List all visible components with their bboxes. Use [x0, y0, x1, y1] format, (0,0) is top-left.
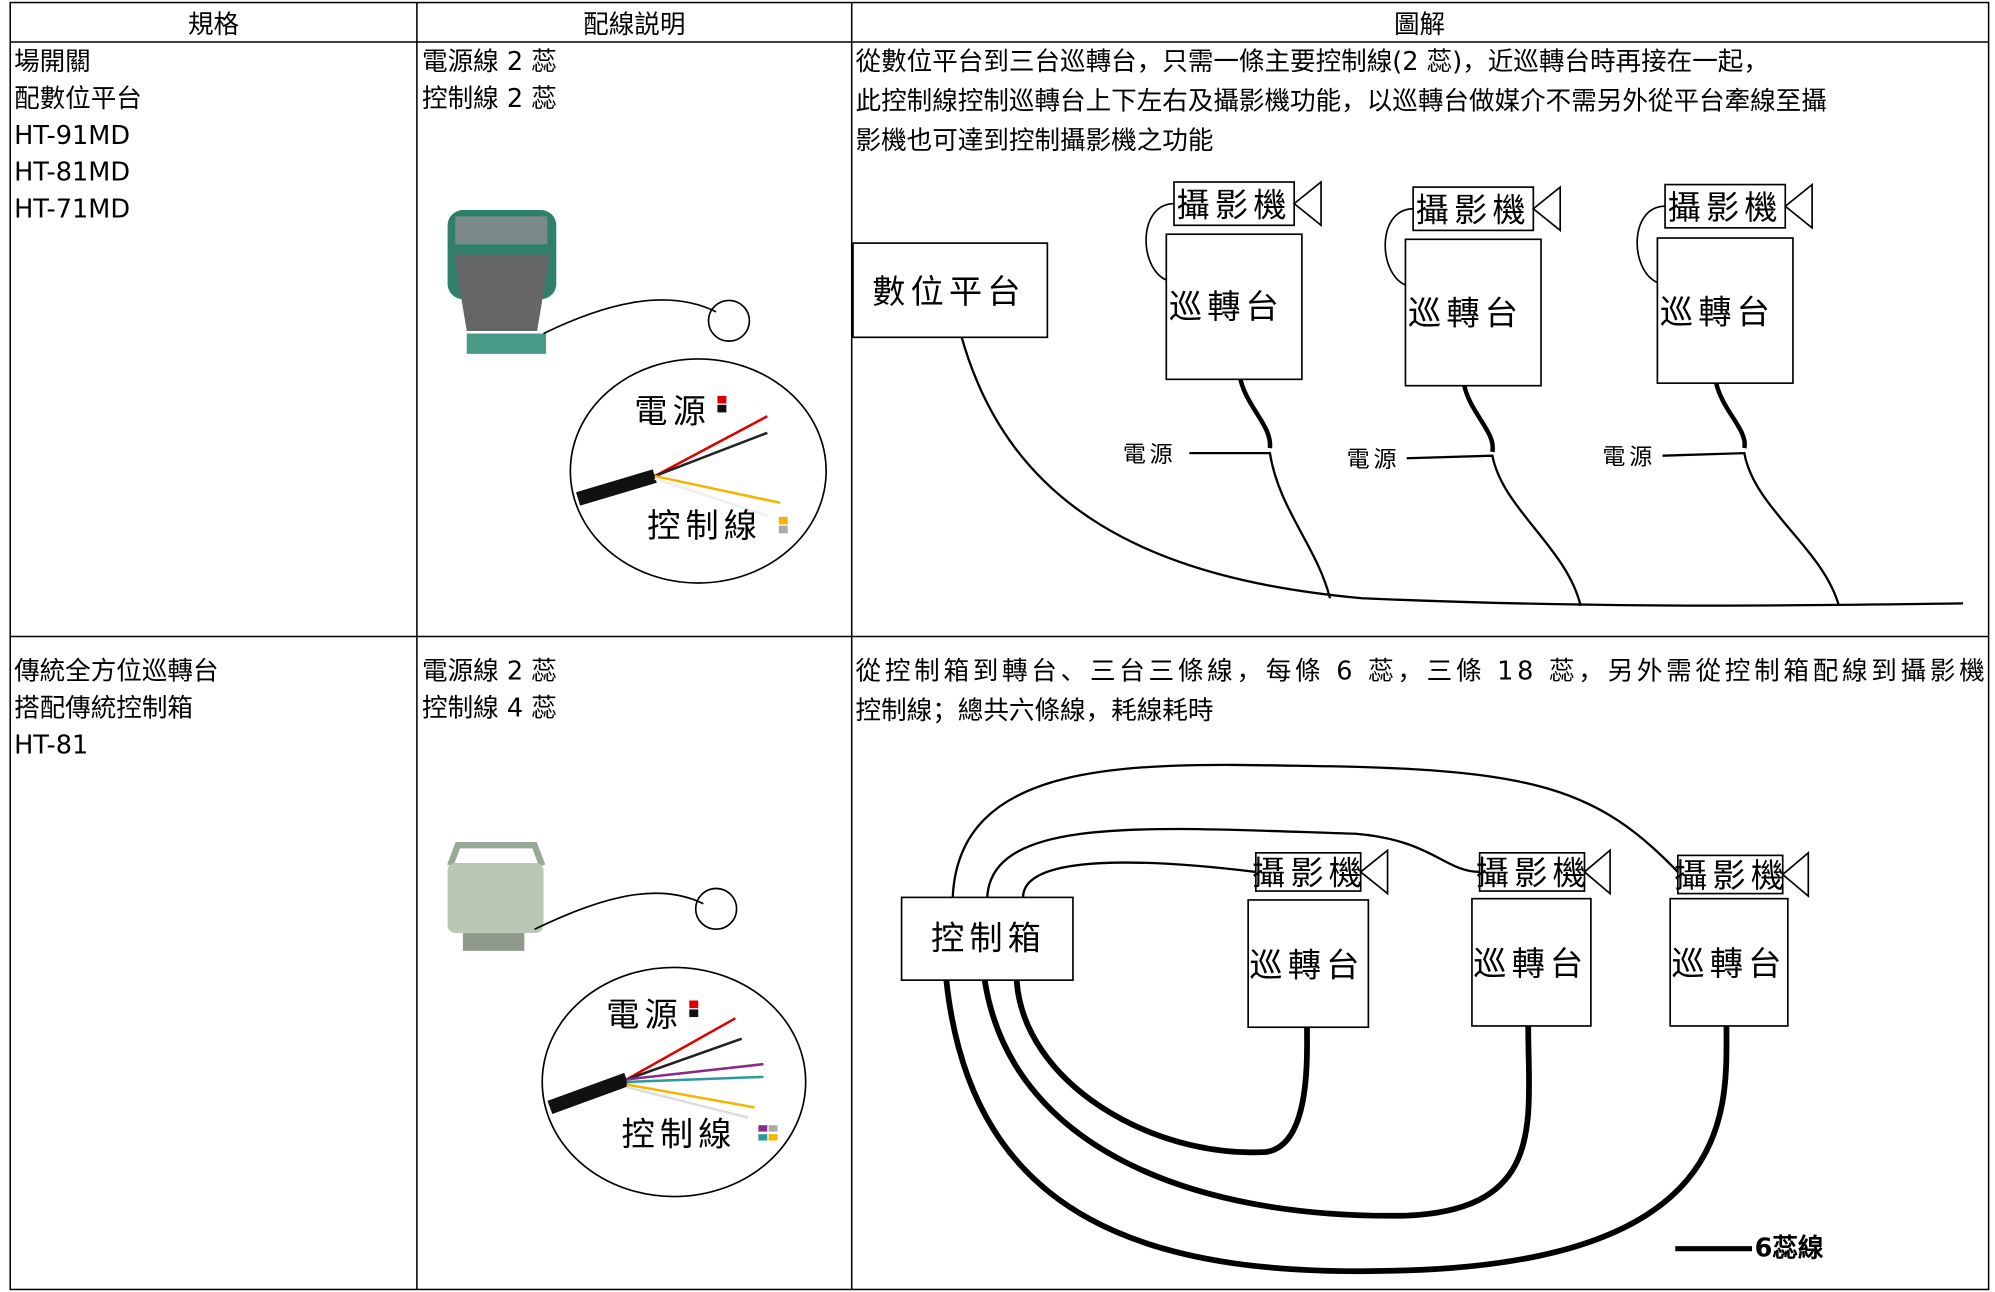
pan-tilt-label: 巡轉台	[1660, 292, 1775, 331]
camera-label: 攝影機	[1674, 856, 1789, 895]
power-label: 電源	[1347, 447, 1401, 473]
product-photo	[447, 842, 738, 951]
description-line: 此控制線控制巡轉台上下左右及攝影機功能，以巡轉台做媒介不需另外從平台牽線至攝	[856, 87, 1827, 117]
description-line: 控制線；總共六條線，耗線耗時	[856, 696, 1214, 726]
pan-tilt-label: 巡轉台	[1473, 944, 1588, 983]
description-line: 從控制箱到轉台、三台三條線，每條 6 蕊，三條 18 蕊，另外需從控制箱配線到攝…	[856, 657, 1985, 687]
wiring-line: 電源線 2 蕊	[422, 657, 557, 687]
spec-line: HT-91MD	[14, 121, 130, 151]
spec-line: HT-71MD	[14, 195, 130, 225]
legend-label: 6蕊線	[1755, 1233, 1824, 1263]
spec-line: HT-81	[14, 731, 88, 761]
wire-label: 電源	[634, 392, 711, 431]
header: 圖解	[1394, 10, 1445, 40]
diagram-1	[852, 180, 1964, 607]
controller-label: 數位平台	[872, 272, 1025, 311]
camera-label: 攝影機	[1416, 191, 1531, 230]
wire-label: 電源	[606, 995, 683, 1034]
spec-line: 場開關	[14, 47, 91, 77]
header: 配線説明	[583, 10, 685, 40]
wiring-line: 電源線 2 蕊	[422, 47, 557, 77]
pan-tilt-label: 巡轉台	[1169, 287, 1284, 326]
wire-detail	[569, 358, 827, 584]
pan-tilt-label: 巡轉台	[1249, 945, 1364, 984]
spec-line: 傳統全方位巡轉台	[14, 657, 218, 687]
pan-tilt-label: 巡轉台	[1408, 294, 1523, 333]
description-line: 影機也可達到控制攝影機之功能	[856, 126, 1214, 156]
spec-line: HT-81MD	[14, 158, 130, 188]
wire-detail	[541, 966, 807, 1198]
pan-tilt-label: 巡轉台	[1671, 944, 1786, 983]
description-line: 從數位平台到三台巡轉台，只需一條主要控制線(2 蕊)，近巡轉台時再接在一起，	[856, 47, 1769, 77]
wire-label: 控制線	[622, 1115, 737, 1154]
camera-label: 攝影機	[1177, 185, 1292, 224]
diagram-2	[900, 763, 1810, 1275]
wire-label: 控制線	[647, 506, 762, 545]
camera-label: 攝影機	[1476, 854, 1591, 893]
wiring-line: 控制線 4 蕊	[422, 694, 557, 724]
header: 規格	[188, 10, 239, 40]
camera-label: 攝影機	[1252, 854, 1367, 893]
power-label: 電源	[1123, 442, 1177, 468]
product-photo	[447, 210, 751, 354]
spec-line: 配數位平台	[14, 84, 142, 114]
power-label: 電源	[1602, 445, 1656, 471]
table-grid	[9, 1, 1990, 1291]
controller-label: 控制箱	[931, 919, 1046, 958]
wiring-line: 控制線 2 蕊	[422, 84, 557, 114]
spec-line: 搭配傳統控制箱	[14, 694, 193, 724]
camera-label: 攝影機	[1668, 188, 1783, 227]
